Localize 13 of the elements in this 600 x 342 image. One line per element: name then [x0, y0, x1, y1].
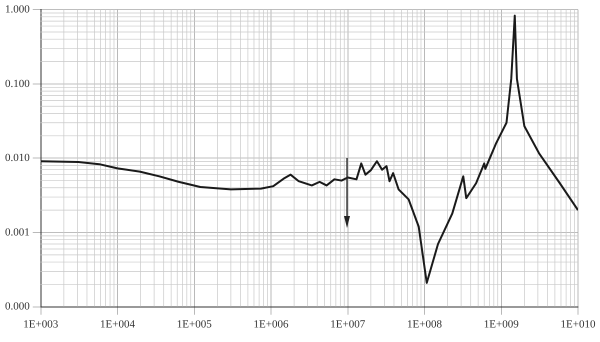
- x-tick-label: 1E+009: [484, 318, 520, 330]
- x-tick-label: 1E+005: [176, 318, 212, 330]
- x-tick-label: 1E+007: [330, 318, 366, 330]
- x-tick-label: 1E+006: [254, 318, 289, 330]
- x-tick-label: 1E+010: [560, 318, 596, 330]
- y-tick-label: 1.000: [5, 3, 30, 16]
- y-tick-label: 0.001: [5, 226, 30, 238]
- y-tick-label: 0.100: [5, 78, 30, 90]
- x-tick-label: 1E+003: [23, 318, 59, 330]
- x-tick-label: 1E+008: [407, 318, 442, 330]
- y-tick-label: 0.010: [5, 152, 30, 164]
- x-tick-label: 1E+004: [100, 318, 136, 330]
- y-tick-label: 0.000: [5, 300, 30, 313]
